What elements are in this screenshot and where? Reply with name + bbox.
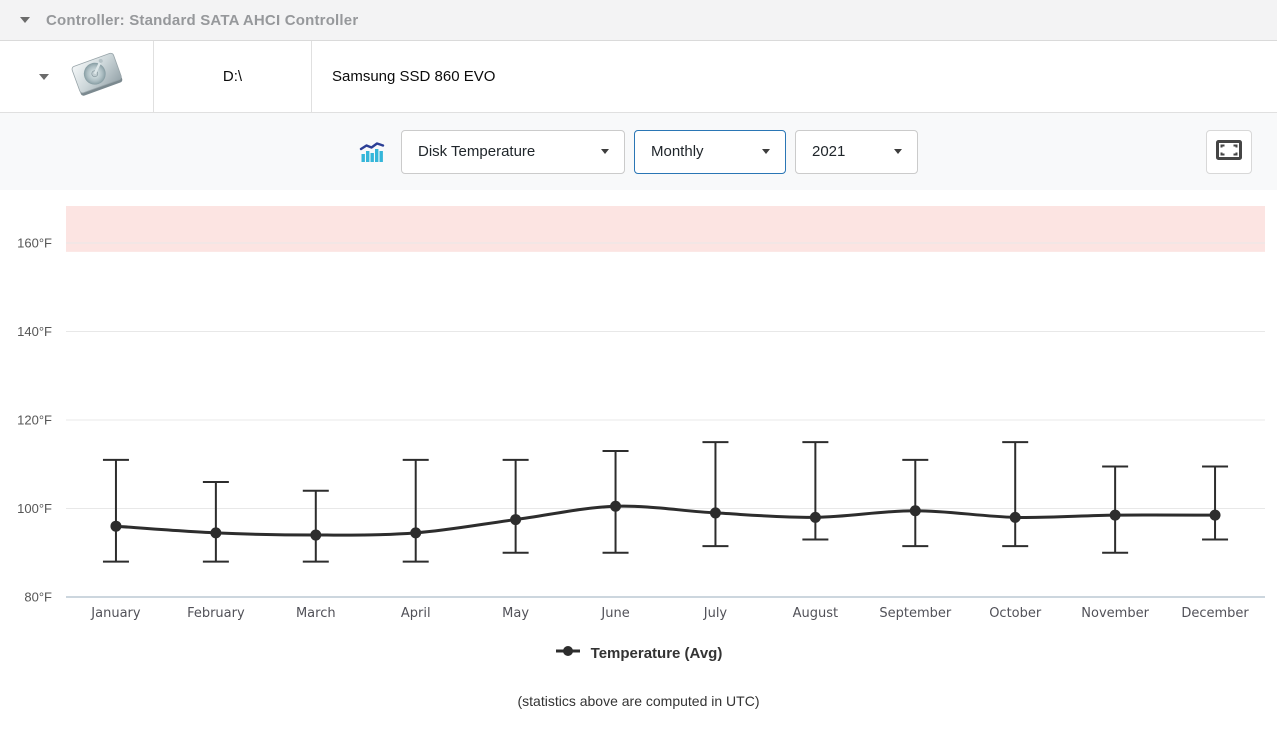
- x-axis-label: December: [1181, 606, 1249, 621]
- x-axis-label: May: [502, 606, 529, 621]
- y-axis-label: 80°F: [24, 590, 52, 605]
- year-select[interactable]: 2021: [795, 129, 918, 174]
- y-axis-label: 120°F: [17, 413, 52, 428]
- x-axis-label: March: [296, 606, 336, 621]
- stats-chart-icon: [359, 140, 385, 164]
- legend-label: Temperature (Avg): [590, 644, 723, 662]
- controller-header-bar: Controller: Standard SATA AHCI Controlle…: [0, 0, 1277, 41]
- disk-model: Samsung SSD 860 EVO: [332, 68, 496, 85]
- chart-point-January[interactable]: [110, 520, 122, 532]
- caret-down-icon: [894, 149, 902, 154]
- chart-point-November[interactable]: [1109, 509, 1121, 521]
- x-axis-label: September: [879, 606, 952, 621]
- danger-zone-band: [66, 206, 1265, 252]
- caret-down-icon: [762, 149, 770, 154]
- disk-row[interactable]: D:\ Samsung SSD 860 EVO: [0, 41, 1277, 113]
- chart-point-December[interactable]: [1209, 509, 1221, 521]
- year-select-value: 2021: [812, 143, 846, 160]
- x-axis-label: June: [600, 606, 629, 621]
- disk-row-toggle-cell: [0, 41, 154, 112]
- x-axis-label: October: [989, 606, 1042, 621]
- fullscreen-button[interactable]: [1206, 130, 1252, 174]
- fullscreen-icon: [1216, 139, 1242, 165]
- y-axis-label: 100°F: [17, 501, 52, 516]
- drive-letter: D:\: [222, 68, 243, 85]
- chart-point-August[interactable]: [809, 511, 821, 523]
- y-axis-label: 160°F: [17, 236, 52, 251]
- utc-note: (statistics above are computed in UTC): [517, 693, 760, 709]
- caret-down-icon[interactable]: [39, 73, 49, 80]
- x-axis-label: April: [401, 606, 431, 621]
- x-axis-label: August: [793, 606, 839, 621]
- x-axis-label: July: [703, 606, 728, 621]
- chart-point-June[interactable]: [610, 500, 622, 512]
- caret-down-icon: [601, 149, 609, 154]
- period-select-value: Monthly: [651, 143, 704, 160]
- chart-point-April[interactable]: [410, 527, 422, 539]
- average-line: [114, 504, 1217, 537]
- hard-drive-icon: [69, 51, 126, 103]
- chart-toolbar: Disk Temperature Monthly 2021: [0, 113, 1277, 190]
- chart-point-February[interactable]: [210, 527, 222, 539]
- period-select[interactable]: Monthly: [634, 129, 786, 174]
- temperature-chart-section: 80°F 100°F 120°F 140°F 160°F January February M…: [0, 190, 1277, 733]
- drive-letter-cell: D:\: [154, 41, 312, 112]
- x-axis-label: November: [1081, 606, 1149, 621]
- metric-select[interactable]: Disk Temperature: [401, 129, 625, 174]
- chart-point-October[interactable]: [1009, 511, 1021, 523]
- metric-select-value: Disk Temperature: [418, 143, 536, 160]
- controller-title: Controller: Standard SATA AHCI Controlle…: [46, 11, 359, 29]
- caret-down-icon[interactable]: [20, 17, 30, 23]
- y-axis-label: 140°F: [17, 324, 52, 339]
- chart-point-July[interactable]: [709, 507, 721, 519]
- legend-marker-icon: [555, 644, 583, 663]
- chart-point-May[interactable]: [510, 514, 522, 526]
- chart-legend[interactable]: Temperature (Avg): [0, 643, 1277, 663]
- chart-point-March[interactable]: [310, 529, 322, 541]
- x-axis-label: January: [90, 606, 141, 621]
- chart-point-September[interactable]: [909, 505, 921, 517]
- disk-model-cell: Samsung SSD 860 EVO: [312, 41, 1277, 112]
- temperature-chart: 80°F 100°F 120°F 140°F 160°F January February M…: [17, 206, 1265, 621]
- x-axis-label: February: [187, 606, 245, 621]
